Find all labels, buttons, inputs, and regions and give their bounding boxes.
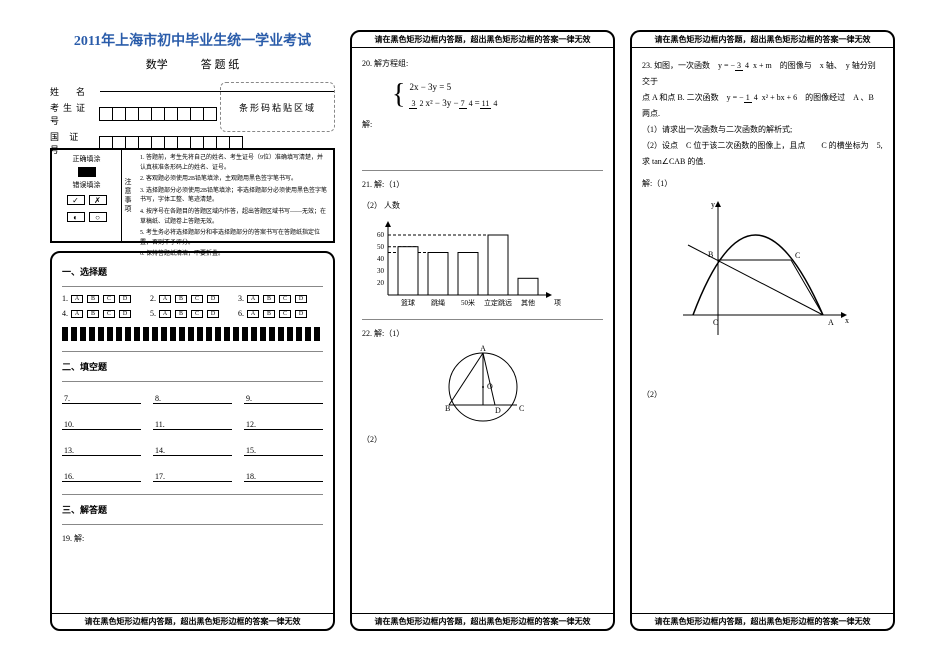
circle-diagram: A B C D O [413, 345, 553, 430]
svg-text:O: O [487, 382, 493, 391]
warning-footer: 请在黑色矩形边框内答题，超出黑色矩形边框的答案一律无效 [52, 613, 333, 629]
svg-text:A: A [828, 318, 834, 327]
exam-subtitle: 数学 答 题 纸 [50, 56, 335, 72]
svg-text:60: 60 [377, 231, 385, 239]
svg-text:跳绳: 跳绳 [431, 298, 445, 307]
barcode-zone: 条形码粘贴区域 [220, 82, 335, 132]
student-info: 姓 名 考生证号 国 证 号 条形码粘贴区域 [50, 82, 335, 140]
rules-box: 正确填涂 错误填涂 ✓✗ ◐○ 注意事项 1. 答题前，考生先将自己的姓名、考生… [50, 148, 335, 243]
svg-text:其他: 其他 [521, 298, 535, 307]
svg-text:A: A [480, 345, 486, 353]
svg-text:50: 50 [377, 243, 385, 251]
svg-text:O: O [713, 318, 719, 327]
svg-text:50米: 50米 [461, 298, 475, 307]
svg-text:项目: 项目 [554, 299, 562, 307]
warning-footer: 请在黑色矩形边框内答题，超出黑色矩形边框的答案一律无效 [352, 613, 613, 629]
answer-panel-1: 一、选择题 1.ABCD 2.ABCD 3.ABCD 4.ABCD 5.ABCD… [50, 251, 335, 631]
svg-text:立定跳远: 立定跳远 [484, 298, 512, 307]
exam-title: 2011年上海市初中毕业生统一学业考试 [50, 30, 335, 50]
svg-text:x: x [845, 316, 849, 325]
warning-header: 请在黑色矩形边框内答题，超出黑色矩形边框的答案一律无效 [632, 32, 893, 48]
bar-chart: 60 50 40 30 20 篮球 跳绳 50米 立定跳远 其他 项目 [362, 215, 562, 315]
svg-text:C: C [519, 404, 524, 413]
answer-panel-2: 请在黑色矩形边框内答题，超出黑色矩形边框的答案一律无效 20. 解方程组: { … [350, 30, 615, 631]
svg-text:y: y [711, 200, 715, 209]
svg-text:篮球: 篮球 [401, 298, 415, 307]
svg-text:20: 20 [377, 279, 385, 287]
svg-text:B: B [708, 250, 713, 259]
svg-text:B: B [445, 404, 450, 413]
svg-text:C: C [795, 251, 800, 260]
warning-header: 请在黑色矩形边框内答题，超出黑色矩形边框的答案一律无效 [352, 32, 613, 48]
warning-footer: 请在黑色矩形边框内答题，超出黑色矩形边框的答案一律无效 [632, 613, 893, 629]
svg-text:D: D [495, 406, 501, 415]
answer-panel-3: 请在黑色矩形边框内答题，超出黑色矩形边框的答案一律无效 23. 如图，一次函数 … [630, 30, 895, 631]
alignment-marks [62, 327, 323, 341]
parabola-diagram: O A B C x y [673, 195, 853, 345]
svg-text:40: 40 [377, 255, 385, 263]
svg-text:30: 30 [377, 267, 385, 275]
